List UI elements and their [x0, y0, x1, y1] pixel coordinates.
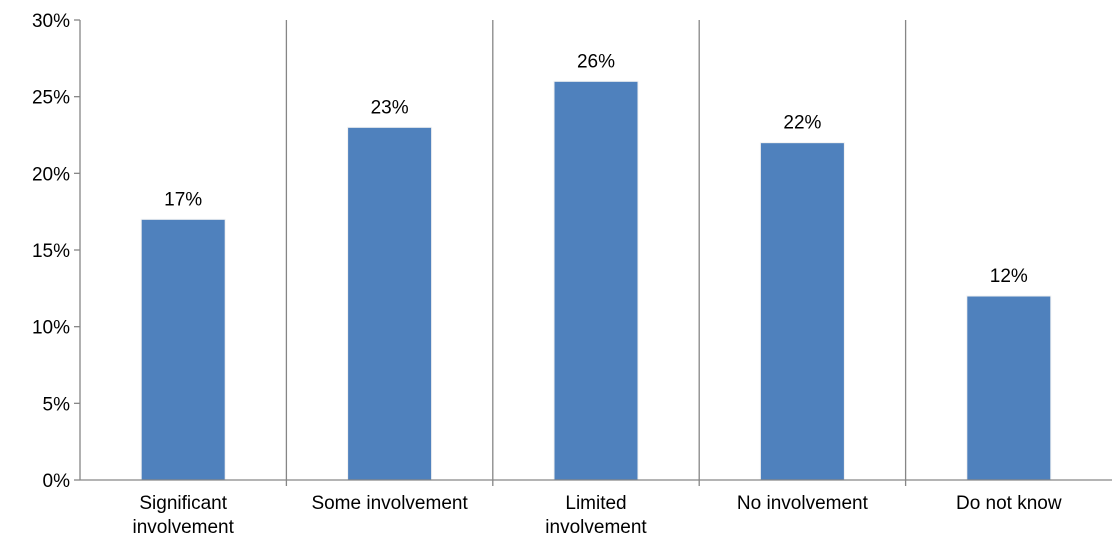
x-axis-labels: Significant involvement Some involvement Li…: [133, 493, 1062, 538]
bar: [966, 295, 1052, 481]
x-category-label-line: No involvement: [737, 493, 869, 514]
x-category-label: Some involvement: [311, 493, 468, 514]
x-category-label: Limited involvement: [545, 493, 647, 538]
x-category-label-line: Significant: [139, 493, 227, 514]
x-category-label: No involvement: [737, 493, 869, 514]
data-labels: 17% 23% 26% 22% 12%: [164, 51, 1028, 287]
data-label: 23%: [371, 97, 409, 118]
y-tick-label: 25%: [32, 88, 70, 109]
y-tick-label: 20%: [32, 164, 70, 185]
x-category-label: Significant involvement: [133, 493, 235, 538]
bar: [553, 80, 639, 481]
y-tick-label: 30%: [32, 11, 70, 32]
category-separators: [285, 20, 907, 486]
bar: [759, 142, 845, 481]
bar-series: [140, 80, 1052, 481]
x-category-label-line: Some involvement: [311, 493, 468, 514]
y-tick-label: 15%: [32, 241, 70, 262]
data-label: 26%: [577, 51, 615, 72]
x-category-label-line: involvement: [545, 517, 647, 538]
x-category-label-line: Do not know: [956, 493, 1062, 514]
y-tick-label: 10%: [32, 318, 70, 339]
data-label: 12%: [990, 266, 1028, 287]
y-tick-label: 0%: [43, 471, 71, 492]
data-label: 17%: [164, 189, 202, 210]
x-category-label: Do not know: [956, 493, 1062, 514]
bar: [140, 218, 226, 481]
y-tick-label: 5%: [43, 394, 71, 415]
x-category-label-line: Limited: [565, 493, 626, 514]
data-label: 22%: [783, 113, 821, 134]
bar: [347, 126, 433, 481]
x-category-label-line: involvement: [133, 517, 235, 538]
y-axis-ticks: 0% 5% 10% 15% 20% 25% 30%: [32, 11, 80, 492]
